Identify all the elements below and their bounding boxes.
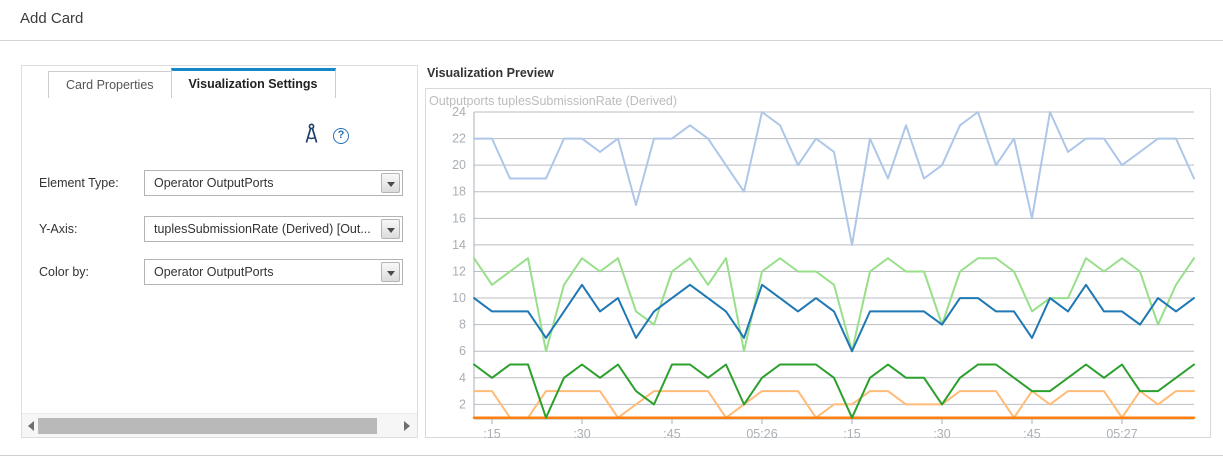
tab-visualization-settings[interactable]: Visualization Settings bbox=[170, 68, 336, 98]
svg-text:4: 4 bbox=[459, 371, 466, 385]
svg-text::45: :45 bbox=[663, 427, 680, 439]
horizontal-scrollbar[interactable] bbox=[22, 413, 417, 437]
color-by-select[interactable]: Operator OutputPorts bbox=[144, 259, 403, 285]
y-axis-select[interactable]: tuplesSubmissionRate (Derived) [Out... bbox=[144, 216, 403, 242]
svg-text:05:26: 05:26 bbox=[746, 427, 777, 439]
chart-title: Outputports tuplesSubmissionRate (Derive… bbox=[429, 94, 678, 108]
svg-text:24: 24 bbox=[452, 105, 466, 119]
svg-text::30: :30 bbox=[573, 427, 590, 439]
svg-text::15: :15 bbox=[843, 427, 860, 439]
color-by-row: Color by: Operator OutputPorts bbox=[39, 259, 403, 285]
compass-icon[interactable] bbox=[303, 123, 320, 149]
y-axis-row: Y-Axis: tuplesSubmissionRate (Derived) [… bbox=[39, 216, 403, 242]
svg-text::45: :45 bbox=[1023, 427, 1040, 439]
scroll-left-icon[interactable] bbox=[28, 421, 34, 431]
header-divider bbox=[0, 40, 1223, 41]
y-axis-value: tuplesSubmissionRate (Derived) [Out... bbox=[154, 222, 371, 236]
svg-text:14: 14 bbox=[452, 238, 466, 252]
chevron-down-icon[interactable] bbox=[381, 262, 400, 282]
svg-text:10: 10 bbox=[452, 291, 466, 305]
svg-text:22: 22 bbox=[452, 132, 466, 146]
tab-bar: Card Properties Visualization Settings bbox=[48, 68, 336, 98]
visualization-preview-chart-box: Outputports tuplesSubmissionRate (Derive… bbox=[425, 88, 1211, 439]
scroll-right-icon[interactable] bbox=[404, 421, 410, 431]
tab-card-properties[interactable]: Card Properties bbox=[48, 71, 172, 98]
y-axis-label: Y-Axis: bbox=[39, 222, 78, 236]
chevron-down-icon[interactable] bbox=[381, 173, 400, 193]
element-type-row: Element Type: Operator OutputPorts bbox=[39, 170, 403, 196]
svg-text:2: 2 bbox=[459, 397, 466, 411]
help-icon[interactable]: ? bbox=[333, 128, 349, 144]
svg-text:20: 20 bbox=[452, 158, 466, 172]
element-type-label: Element Type: bbox=[39, 176, 119, 190]
svg-text:05:27: 05:27 bbox=[1106, 427, 1137, 439]
svg-text:8: 8 bbox=[459, 318, 466, 332]
card-settings-panel: Card Properties Visualization Settings ?… bbox=[21, 65, 418, 438]
element-type-value: Operator OutputPorts bbox=[154, 176, 274, 190]
element-type-select[interactable]: Operator OutputPorts bbox=[144, 170, 403, 196]
svg-text:18: 18 bbox=[452, 185, 466, 199]
panel-toolbar: ? bbox=[303, 123, 349, 149]
svg-text::30: :30 bbox=[933, 427, 950, 439]
color-by-label: Color by: bbox=[39, 265, 90, 279]
svg-text:16: 16 bbox=[452, 211, 466, 225]
footer-divider bbox=[0, 455, 1223, 456]
scrollbar-thumb[interactable] bbox=[38, 418, 377, 434]
page-title: Add Card bbox=[20, 10, 84, 27]
svg-text:12: 12 bbox=[452, 264, 466, 278]
visualization-preview-label: Visualization Preview bbox=[427, 66, 554, 80]
svg-text:6: 6 bbox=[459, 344, 466, 358]
chevron-down-icon[interactable] bbox=[381, 219, 400, 239]
svg-text::15: :15 bbox=[483, 427, 500, 439]
color-by-value: Operator OutputPorts bbox=[154, 265, 274, 279]
